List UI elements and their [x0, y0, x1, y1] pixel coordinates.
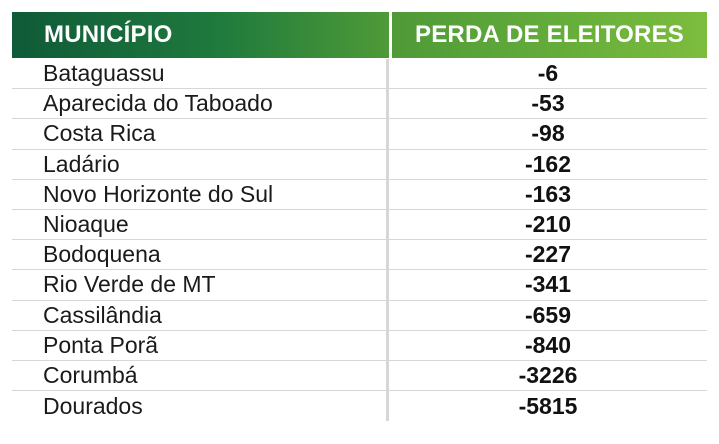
table-row: Dourados -5815 [12, 391, 707, 422]
table-body: Bataguassu -6 Aparecida do Taboado -53 Costa… [12, 59, 707, 422]
table-row: Novo Horizonte do Sul -163 [12, 179, 707, 210]
table-row: Aparecida do Taboado -53 [12, 89, 707, 120]
municipio-cell: Rio Verde de MT [12, 270, 389, 300]
table-row: Ponta Porã -840 [12, 330, 707, 361]
perda-cell: -840 [524, 331, 572, 358]
municipio-cell: Aparecida do Taboado [12, 89, 389, 119]
table-row: Nioaque -210 [12, 209, 707, 241]
municipio-cell: Ladário [12, 149, 389, 179]
municipio-cell: Bodoquena [12, 240, 389, 270]
municipio-cell: Dourados [12, 391, 389, 422]
municipio-cell: Cassilândia [12, 300, 389, 330]
perda-cell: -659 [524, 301, 572, 328]
perda-cell: -5815 [518, 392, 578, 419]
table-row: Cassilândia -659 [12, 300, 707, 331]
perda-cell: -227 [524, 241, 572, 268]
voter-loss-table: MUNICÍPIO PERDA DE ELEITORES Bataguassu -… [12, 12, 707, 422]
perda-cell: -341 [524, 271, 572, 298]
table-header: MUNICÍPIO PERDA DE ELEITORES [12, 12, 707, 58]
municipio-cell: Corumbá [12, 360, 389, 391]
perda-cell: -98 [531, 120, 565, 147]
table-row: Corumbá -3226 [12, 360, 707, 392]
perda-cell: -210 [524, 211, 572, 238]
table-row: Rio Verde de MT -341 [12, 270, 707, 301]
column-header-perda: PERDA DE ELEITORES [392, 12, 707, 58]
table-row: Ladário -162 [12, 149, 707, 180]
table-row: Bodoquena -227 [12, 240, 707, 271]
municipio-cell: Novo Horizonte do Sul [12, 179, 389, 209]
perda-cell: -6 [537, 60, 559, 87]
municipio-cell: Bataguassu [12, 59, 389, 89]
table-row: Costa Rica -98 [12, 119, 707, 150]
column-header-municipio: MUNICÍPIO [12, 12, 389, 58]
municipio-cell: Nioaque [12, 209, 389, 240]
municipio-cell: Costa Rica [12, 119, 389, 149]
perda-cell: -162 [524, 150, 572, 177]
table-row: Bataguassu -6 [12, 59, 707, 90]
perda-cell: -3226 [518, 361, 578, 388]
municipio-cell: Ponta Porã [12, 330, 389, 360]
perda-cell: -163 [524, 180, 572, 207]
perda-cell: -53 [531, 90, 565, 117]
